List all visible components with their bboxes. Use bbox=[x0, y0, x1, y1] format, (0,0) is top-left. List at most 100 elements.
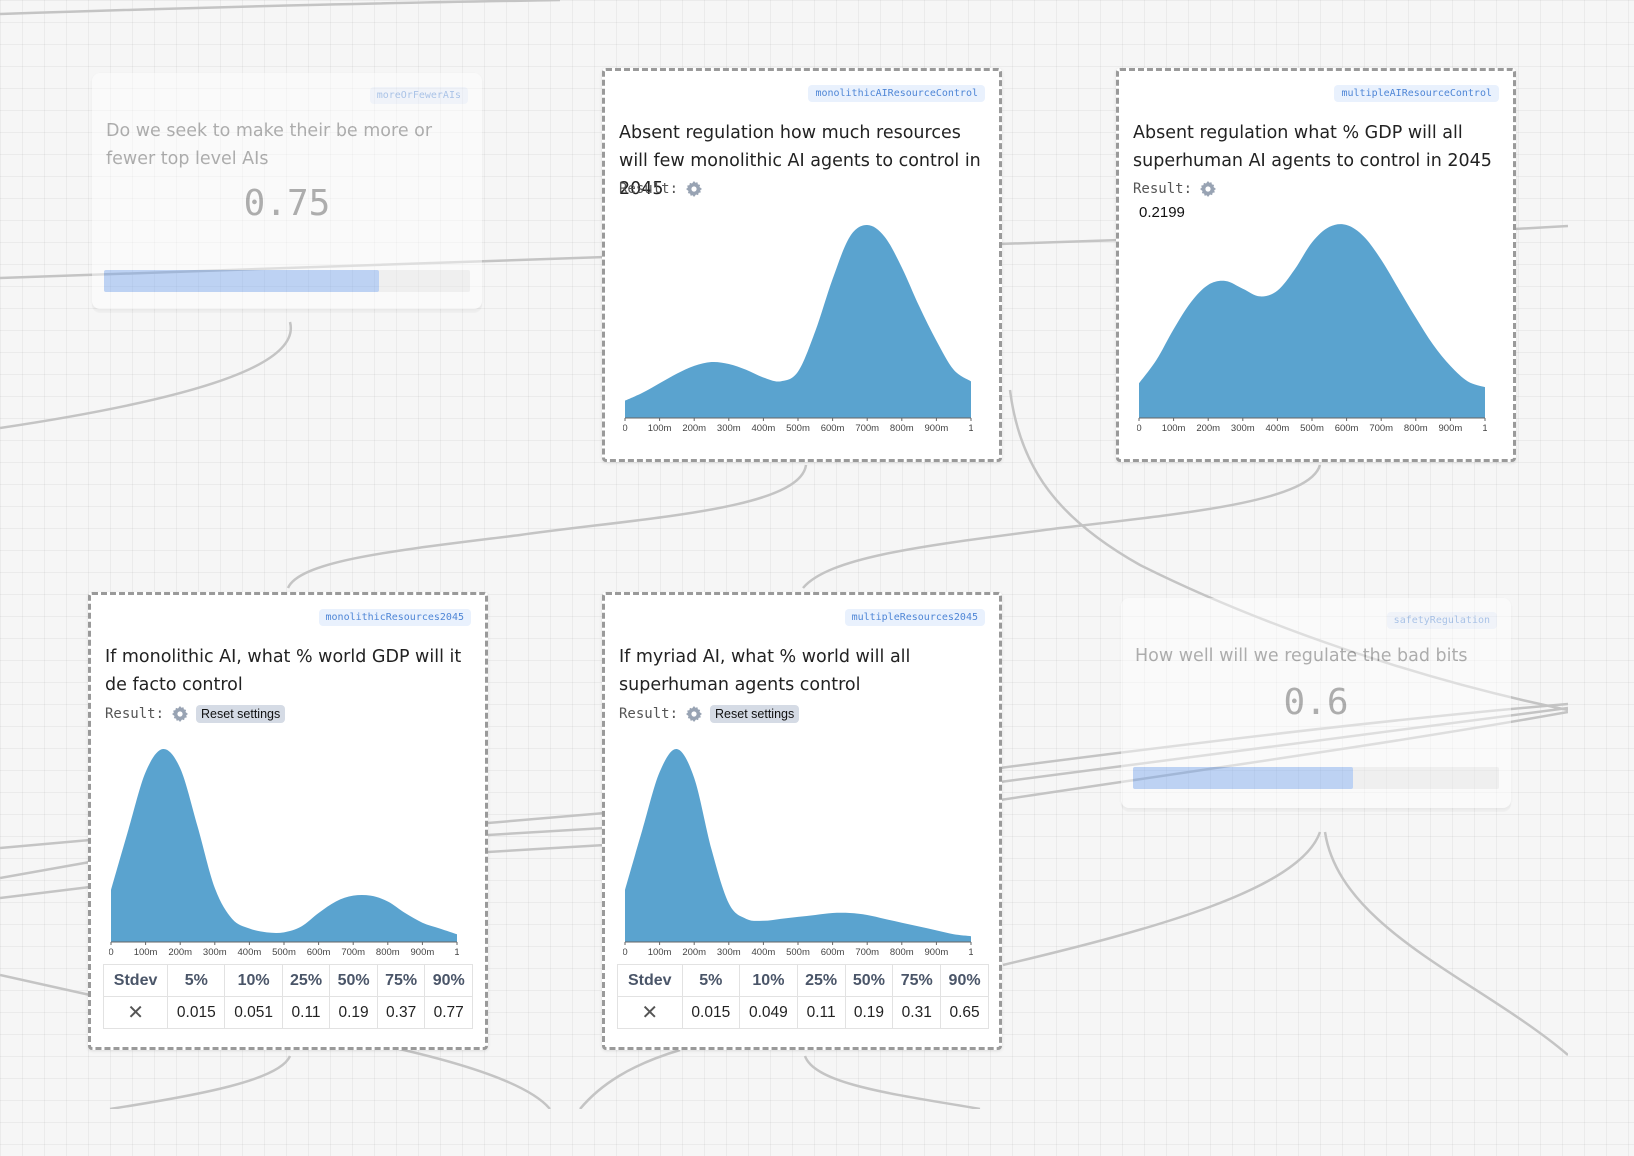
value-slider-track[interactable] bbox=[1133, 767, 1499, 789]
x-tick-label: 900m bbox=[1439, 423, 1463, 433]
x-tick-label: 100m bbox=[1162, 423, 1186, 433]
node-multiple-resources-2045[interactable]: multipleResources2045 If myriad AI, what… bbox=[602, 592, 1002, 1050]
stdev-cell[interactable]: ✕ bbox=[102, 996, 169, 1029]
close-icon[interactable]: ✕ bbox=[127, 1002, 144, 1024]
node-title: Absent regulation what % GDP will all su… bbox=[1133, 123, 1492, 171]
col-header: 5% bbox=[167, 964, 226, 997]
value-slider-track[interactable] bbox=[104, 270, 470, 292]
result-label: Result: bbox=[619, 706, 679, 722]
col-header: 50% bbox=[329, 964, 378, 997]
node-id-tag: monolithicAIResourceControl bbox=[808, 85, 985, 102]
node-title: If monolithic AI, what % world GDP will … bbox=[105, 647, 462, 695]
gear-icon[interactable] bbox=[686, 181, 703, 197]
col-header: 90% bbox=[424, 964, 473, 997]
x-tick-label: 200m bbox=[682, 423, 706, 433]
density-area bbox=[1139, 224, 1485, 418]
x-tick-label: 300m bbox=[717, 423, 741, 433]
table-cell: 0.015 bbox=[681, 996, 741, 1029]
x-tick-label: 300m bbox=[203, 947, 227, 957]
close-icon[interactable]: ✕ bbox=[641, 1002, 659, 1024]
node-title: Do we seek to make their be more or fewe… bbox=[106, 121, 433, 169]
reset-settings-button[interactable]: Reset settings bbox=[710, 705, 800, 723]
result-row: Result: bbox=[619, 181, 703, 197]
x-tick-label: 1 bbox=[1482, 423, 1487, 433]
x-tick-label: 0 bbox=[1137, 423, 1142, 433]
distribution-chart: 0 100m 200m 300m 400m 500m 600m 700m 800m 900m 1 bbox=[1137, 224, 1487, 433]
table-cell: 0.31 bbox=[892, 996, 942, 1029]
result-row: Result: Reset settings bbox=[619, 705, 800, 723]
node-title: How well will we regulate the bad bits bbox=[1135, 646, 1468, 666]
x-tick-label: 100m bbox=[134, 947, 158, 957]
table-cell: 0.19 bbox=[329, 996, 378, 1029]
table-cell: 0.65 bbox=[940, 996, 989, 1029]
col-header: 50% bbox=[844, 964, 894, 997]
x-tick-label: 400m bbox=[752, 423, 776, 433]
x-tick-label: 200m bbox=[168, 947, 192, 957]
table-cell: 0.051 bbox=[224, 996, 283, 1029]
x-tick-label: 900m bbox=[411, 947, 435, 957]
node-title: Absent regulation how much resources wil… bbox=[619, 123, 981, 199]
col-header: 90% bbox=[940, 964, 989, 997]
node-id-tag: safetyRegulation bbox=[1386, 612, 1497, 629]
node-multiple-ai-resource-control[interactable]: multipleAIResourceControl Absent regulat… bbox=[1116, 68, 1516, 462]
table-cell: 0.19 bbox=[844, 996, 894, 1029]
result-label: Result: bbox=[619, 181, 679, 197]
col-header: 75% bbox=[892, 964, 942, 997]
node-id-tag: multipleResources2045 bbox=[844, 609, 985, 626]
node-id-tag: moreOrFewerAIs bbox=[369, 87, 468, 104]
table-cell: 0.11 bbox=[796, 996, 846, 1029]
x-tick-label: 700m bbox=[341, 947, 365, 957]
col-header: 10% bbox=[224, 964, 283, 997]
node-value: 0.75 bbox=[243, 183, 331, 224]
table-row: ✕ 0.015 0.049 0.11 0.19 0.31 0.65 bbox=[617, 996, 989, 1029]
node-monolithic-resources-2045[interactable]: monolithicResources2045 If monolithic AI… bbox=[88, 592, 488, 1050]
node-title: If myriad AI, what % world will all supe… bbox=[619, 647, 911, 695]
x-tick-label: 0 bbox=[623, 423, 628, 433]
distribution-chart: 0 100m 200m 300m 400m 500m 600m 700m 800m 900m 1 bbox=[623, 748, 973, 957]
col-header: 25% bbox=[796, 964, 846, 997]
col-header: Stdev bbox=[617, 964, 683, 997]
x-tick-label: 800m bbox=[890, 423, 914, 433]
gear-icon[interactable] bbox=[1200, 181, 1217, 197]
table-row: ✕ 0.015 0.051 0.11 0.19 0.37 0.77 bbox=[102, 996, 473, 1029]
node-safety-regulation[interactable]: safetyRegulation How well will we regula… bbox=[1121, 598, 1511, 808]
result-row: Result: bbox=[1133, 181, 1217, 197]
col-header: 25% bbox=[281, 964, 331, 997]
x-tick-label: 1 bbox=[454, 947, 459, 957]
node-monolithic-ai-resource-control[interactable]: monolithicAIResourceControl Absent regul… bbox=[602, 68, 1002, 462]
distribution-chart: 0 100m 200m 300m 400m 500m 600m 700m 800m 900m 1 bbox=[623, 225, 973, 433]
x-tick-label: 500m bbox=[272, 947, 296, 957]
x-tick-label: 100m bbox=[648, 947, 672, 957]
reset-settings-button[interactable]: Reset settings bbox=[196, 705, 286, 723]
point-value: 0.2199 bbox=[1139, 204, 1185, 221]
x-tick-label: 400m bbox=[752, 947, 776, 957]
node-id-tag: multipleAIResourceControl bbox=[1334, 85, 1499, 102]
graph-edges bbox=[0, 0, 1568, 1109]
x-tick-label: 400m bbox=[238, 947, 262, 957]
x-tick-label: 0 bbox=[109, 947, 114, 957]
density-area bbox=[111, 748, 457, 942]
value-slider-fill bbox=[1133, 767, 1353, 789]
density-area bbox=[625, 748, 971, 942]
table-header-row: Stdev 5% 10% 25% 50% 75% 90% bbox=[617, 964, 989, 997]
x-tick-label: 800m bbox=[890, 947, 914, 957]
x-tick-label: 200m bbox=[1196, 423, 1220, 433]
table-header-row: Stdev 5% 10% 25% 50% 75% 90% bbox=[102, 964, 473, 997]
table-cell: 0.77 bbox=[424, 996, 473, 1029]
x-tick-label: 600m bbox=[307, 947, 331, 957]
x-tick-label: 900m bbox=[925, 423, 949, 433]
table-cell: 0.015 bbox=[167, 996, 226, 1029]
result-row: Result: Reset settings bbox=[105, 705, 286, 723]
x-tick-label: 500m bbox=[786, 423, 810, 433]
node-more-or-fewer-ais[interactable]: moreOrFewerAIs Do we seek to make their … bbox=[92, 73, 482, 309]
result-label: Result: bbox=[1133, 181, 1193, 197]
x-tick-label: 900m bbox=[925, 947, 949, 957]
gear-icon[interactable] bbox=[686, 706, 703, 722]
x-tick-label: 500m bbox=[786, 947, 810, 957]
x-tick-label: 0 bbox=[623, 947, 628, 957]
x-tick-label: 700m bbox=[855, 423, 879, 433]
gear-icon[interactable] bbox=[172, 706, 189, 722]
distribution-chart: 0 100m 200m 300m 400m 500m 600m 700m 800m 900m 1 bbox=[109, 748, 459, 957]
stdev-cell[interactable]: ✕ bbox=[617, 996, 683, 1029]
x-tick-label: 300m bbox=[1231, 423, 1255, 433]
